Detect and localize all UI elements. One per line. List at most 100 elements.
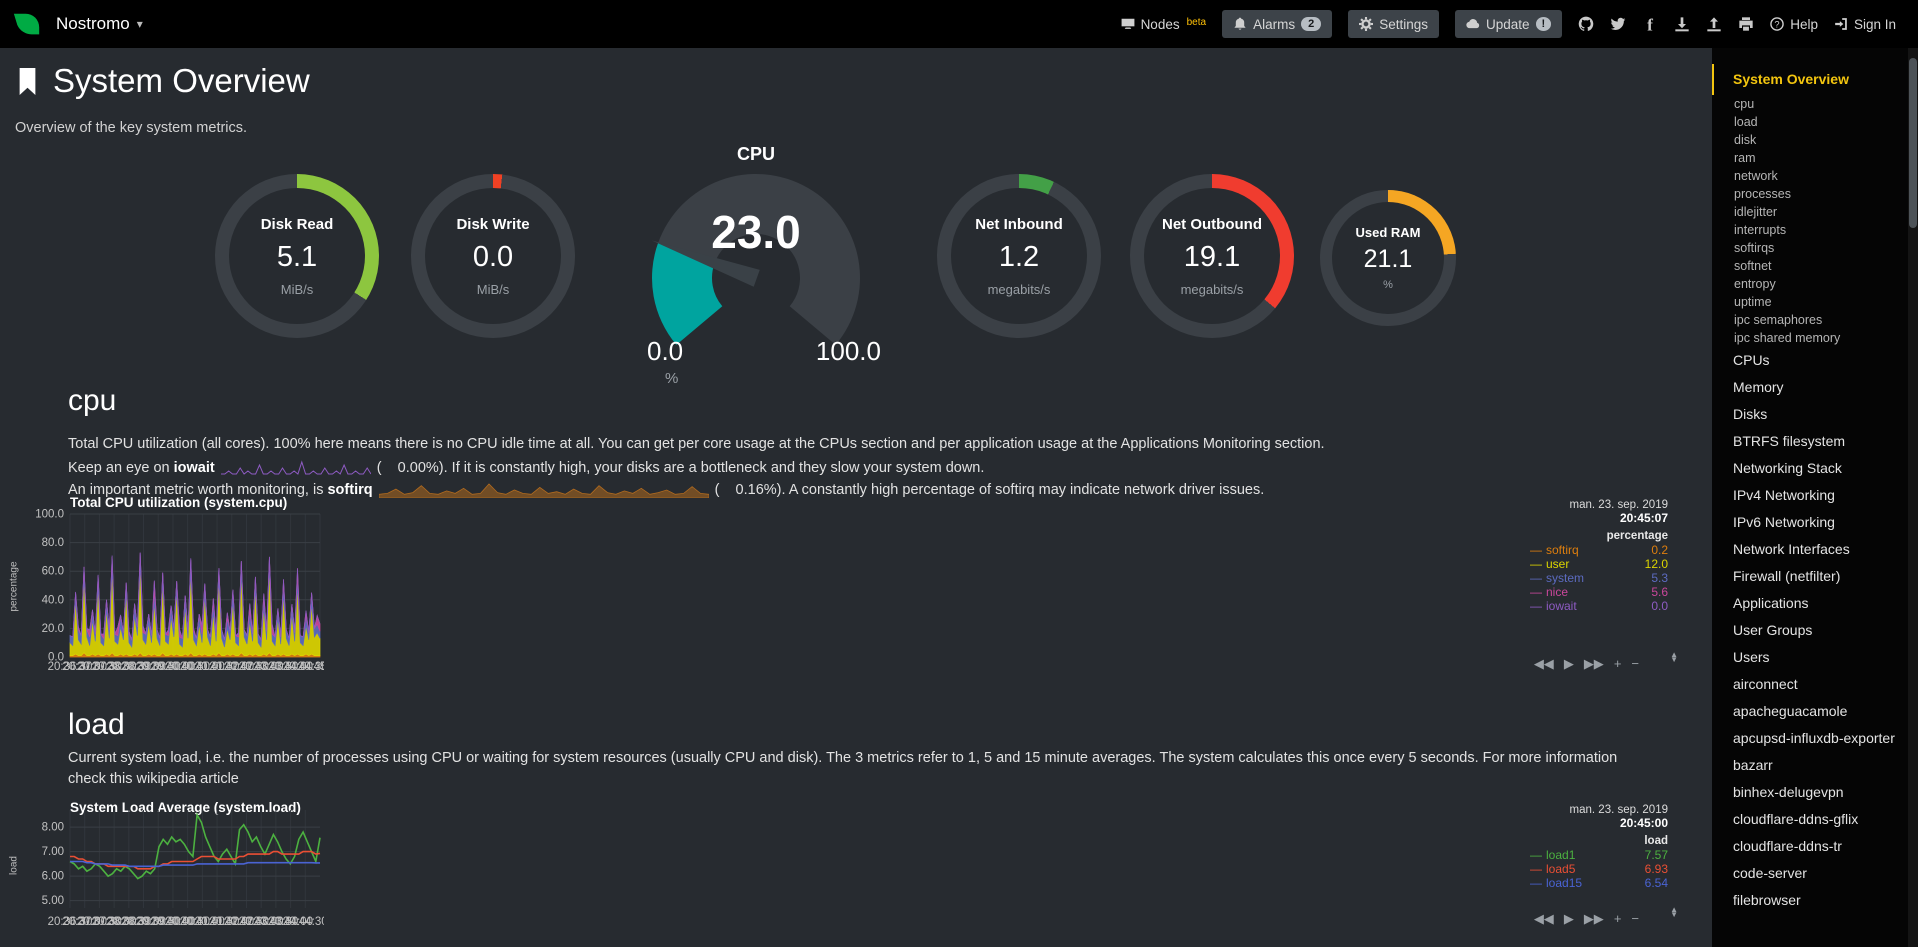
facebook-button[interactable]: f [1642, 16, 1658, 32]
github-button[interactable] [1578, 16, 1594, 32]
sidebar-item-cloudflare-ddns-tr[interactable]: cloudflare-ddns-tr [1712, 833, 1908, 863]
print-button[interactable] [1738, 16, 1754, 32]
sidebar-item-label: Networking Stack [1733, 460, 1842, 476]
sidebar-item-idlejitter[interactable]: idlejitter [1712, 203, 1908, 221]
sidebar-item-firewall-netfilter-[interactable]: Firewall (netfilter) [1712, 563, 1908, 593]
sidebar-item-users[interactable]: Users [1712, 644, 1908, 673]
pan-forward-button[interactable]: ▶▶ [1583, 911, 1604, 926]
settings-button[interactable]: Settings [1348, 10, 1439, 38]
play-button[interactable]: ▶ [1563, 656, 1574, 671]
update-button[interactable]: Update ! [1454, 10, 1563, 38]
sidebar-item-label: CPUs [1733, 352, 1770, 368]
nodes-button[interactable]: Nodes beta [1121, 16, 1206, 32]
svg-text:20:38:30: 20:38:30 [106, 916, 151, 928]
sidebar-item-entropy[interactable]: entropy [1712, 275, 1908, 293]
sidebar-item-binhex-delugevpn[interactable]: binhex-delugevpn [1712, 779, 1908, 809]
sidebar-item-network[interactable]: network [1712, 167, 1908, 185]
alarms-button[interactable]: Alarms 2 [1222, 10, 1333, 38]
zoom-out-button[interactable]: − [1631, 911, 1639, 926]
legend-entry-system[interactable]: — system 5.3 [1530, 571, 1668, 585]
sidebar-item-processes[interactable]: processes [1712, 185, 1908, 203]
load-chart-ylabel: load [8, 856, 20, 875]
svg-text:20:38:00: 20:38:00 [92, 916, 137, 928]
sidebar-item-network-interfaces[interactable]: Network Interfaces [1712, 536, 1908, 566]
pan-forward-button[interactable]: ▶▶ [1583, 656, 1604, 671]
sidebar-item-ram[interactable]: ram [1712, 149, 1908, 167]
sidebar-item-bazarr[interactable]: bazarr [1712, 752, 1908, 782]
sidebar-item-softnet[interactable]: softnet [1712, 257, 1908, 275]
sidebar-item-cpus[interactable]: CPUs [1712, 347, 1908, 376]
sidebar-item-user-groups[interactable]: User Groups [1712, 617, 1908, 646]
sidebar-item-interrupts[interactable]: interrupts [1712, 221, 1908, 239]
load-chart-plot[interactable]: 20:36:3020:37:0020:37:3020:38:0020:38:30… [24, 798, 324, 932]
sidebar-item-code-server[interactable]: code-server [1712, 860, 1908, 890]
sidebar-item-cpu[interactable]: cpu [1712, 95, 1908, 113]
sidebar-item-airconnect[interactable]: airconnect [1712, 671, 1908, 701]
zoom-in-button[interactable]: + [1613, 911, 1622, 926]
help-button[interactable]: ? Help [1770, 16, 1818, 32]
pan-backward-button[interactable]: ◀◀ [1533, 656, 1554, 671]
twitter-button[interactable] [1610, 16, 1626, 32]
import-button[interactable] [1674, 16, 1690, 32]
cpu-chart-plot[interactable]: 20:36:3020:37:0020:37:3020:38:0020:38:30… [24, 493, 324, 678]
pan-backward-button[interactable]: ◀◀ [1533, 911, 1554, 926]
cpu-gauge-svg: 23.0 [651, 174, 860, 345]
sidebar-item-label: Applications [1733, 595, 1809, 611]
legend-entry-load15[interactable]: — load15 6.54 [1530, 876, 1668, 890]
sidebar-item-ipc-semaphores[interactable]: ipc semaphores [1712, 311, 1908, 329]
used-ram-gauge[interactable]: Used RAM 21.1 % [1320, 190, 1456, 326]
sidebar-item-disk[interactable]: disk [1712, 131, 1908, 149]
svg-text:23.0: 23.0 [711, 206, 801, 258]
load-chart-resize-handle[interactable]: ▲ ▼ [1670, 905, 1678, 919]
legend-date: man. 23. sep. 2019 [1569, 499, 1668, 511]
sidebar-item-ipv4-networking[interactable]: IPv4 Networking [1712, 482, 1908, 510]
export-button[interactable] [1706, 16, 1722, 32]
net-outbound-gauge[interactable]: Net Outbound 19.1 megabits/s [1130, 174, 1294, 338]
sidebar-item-applications[interactable]: Applications [1712, 590, 1908, 620]
gauge-value: 0.0 [472, 240, 514, 273]
legend-entry-load5[interactable]: — load5 6.93 [1530, 862, 1668, 876]
legend-entry-iowait[interactable]: — iowait 0.0 [1530, 599, 1668, 613]
sidebar-item-softirqs[interactable]: softirqs [1712, 239, 1908, 257]
scrollbar-thumb[interactable] [1909, 58, 1917, 228]
disk-read-gauge[interactable]: Disk Read 5.1 MiB/s [215, 174, 379, 338]
disk-write-gauge[interactable]: Disk Write 0.0 MiB/s [411, 174, 575, 338]
sidebar-item-filebrowser[interactable]: filebrowser [1712, 887, 1908, 917]
hostname-dropdown[interactable]: Nostromo ▾ [56, 14, 143, 34]
page-scrollbar[interactable] [1908, 48, 1918, 947]
legend-entry-nice[interactable]: — nice 5.6 [1530, 585, 1668, 599]
cpu-gauge[interactable]: CPU 23.0 0.0 100.0 % [631, 144, 881, 394]
sidebar-item-apacheguacamole[interactable]: apacheguacamole [1712, 698, 1908, 728]
sidebar-item-system-overview[interactable]: System Overview [1712, 64, 1908, 96]
sidebar-item-label: ipc shared memory [1734, 331, 1841, 345]
legend-entry-load1[interactable]: — load1 7.57 [1530, 848, 1668, 862]
softirq-sparkline[interactable] [378, 480, 709, 499]
sidebar-item-disks[interactable]: Disks [1712, 401, 1908, 428]
iowait-sparkline[interactable] [220, 458, 372, 476]
sidebar-item-networking-stack[interactable]: Networking Stack [1712, 455, 1908, 483]
sidebar-item-memory[interactable]: Memory [1712, 374, 1908, 403]
sidebar-item-ipc-shared-memory[interactable]: ipc shared memory [1712, 329, 1908, 347]
svg-text:?: ? [1775, 19, 1780, 29]
zoom-out-button[interactable]: − [1631, 656, 1639, 671]
legend-entry-user[interactable]: — user 12.0 [1530, 557, 1668, 571]
sidebar-item-label: User Groups [1733, 622, 1813, 638]
signin-button[interactable]: Sign In [1834, 16, 1896, 32]
cpu-chart-resize-handle[interactable]: ▲ ▼ [1670, 650, 1678, 664]
legend-entry-softirq[interactable]: — softirq 0.2 [1530, 543, 1668, 557]
sidebar-item-cloudflare-ddns-gflix[interactable]: cloudflare-ddns-gflix [1712, 806, 1908, 836]
zoom-in-button[interactable]: + [1613, 656, 1622, 671]
svg-text:8.00: 8.00 [42, 822, 64, 834]
gauge-value: 19.1 [1183, 240, 1241, 273]
net-inbound-gauge[interactable]: Net Inbound 1.2 megabits/s [937, 174, 1101, 338]
sidebar-item-uptime[interactable]: uptime [1712, 293, 1908, 311]
sidebar-item-ipv6-networking[interactable]: IPv6 Networking [1712, 509, 1908, 537]
sidebar-item-load[interactable]: load [1712, 113, 1908, 131]
sidebar-item-btrfs-filesystem[interactable]: BTRFS filesystem [1712, 428, 1908, 457]
sidebar-item-apcupsd-influxdb-exporter[interactable]: apcupsd-influxdb-exporter [1712, 725, 1908, 755]
sidebar-item-label: Network Interfaces [1733, 541, 1850, 557]
play-button[interactable]: ▶ [1563, 911, 1574, 926]
legend-units: percentage [1606, 530, 1668, 542]
netdata-logo[interactable] [12, 9, 42, 39]
bell-icon [1233, 16, 1247, 32]
